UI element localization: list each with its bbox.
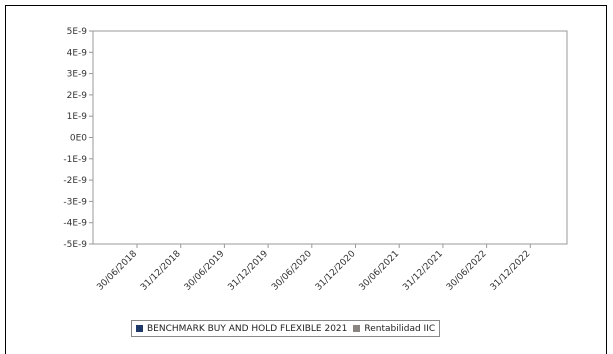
x-tick-label: 30/06/2022	[445, 249, 489, 293]
y-axis: 5E-9 4E-9 3E-9 2E-9 1E-9 0E0 -1E-9 -2E-9 -3E-9 -4…	[63, 27, 93, 250]
y-tick-label: -2E-9	[63, 176, 87, 186]
y-tick-label: 5E-9	[67, 27, 88, 37]
x-tick-label: 30/06/2021	[358, 249, 402, 293]
legend-swatch-rentabilidad	[353, 325, 361, 332]
legend-item: Rentabilidad IIC	[353, 324, 435, 334]
x-tick-label: 31/12/2020	[314, 249, 358, 293]
x-tick-label: 30/06/2019	[183, 249, 227, 293]
chart-frame	[5, 5, 607, 354]
y-tick-label: 3E-9	[67, 70, 88, 80]
legend-swatch-benchmark	[136, 325, 143, 332]
y-tick-label: 2E-9	[67, 91, 88, 101]
x-tick-label: 31/12/2021	[401, 249, 445, 293]
legend: BENCHMARK BUY AND HOLD FLEXIBLE 2021 Ren…	[131, 320, 441, 337]
y-tick-label: -5E-9	[63, 240, 87, 250]
y-tick-label: -1E-9	[63, 155, 87, 165]
x-tick-label: 31/12/2018	[139, 249, 183, 293]
y-tick-label: 0E0	[70, 134, 87, 144]
legend-item: BENCHMARK BUY AND HOLD FLEXIBLE 2021	[136, 324, 347, 334]
y-tick-label: -4E-9	[63, 219, 87, 229]
y-tick-label: 4E-9	[67, 48, 88, 58]
legend-label-benchmark: BENCHMARK BUY AND HOLD FLEXIBLE 2021	[147, 323, 348, 334]
plot-area	[92, 30, 568, 245]
x-tick-label: 31/12/2022	[489, 249, 533, 293]
x-tick-label: 30/06/2018	[95, 249, 139, 293]
legend-label-rentabilidad: Rentabilidad IIC	[364, 323, 436, 334]
y-tick-label: 1E-9	[67, 112, 88, 122]
y-tick-label: -3E-9	[63, 197, 87, 207]
x-tick-label: 31/12/2019	[226, 249, 270, 293]
x-axis: 30/06/2018 31/12/2018 30/06/2019 31/12/2019…	[95, 244, 532, 293]
x-tick-label: 30/06/2020	[270, 249, 314, 293]
